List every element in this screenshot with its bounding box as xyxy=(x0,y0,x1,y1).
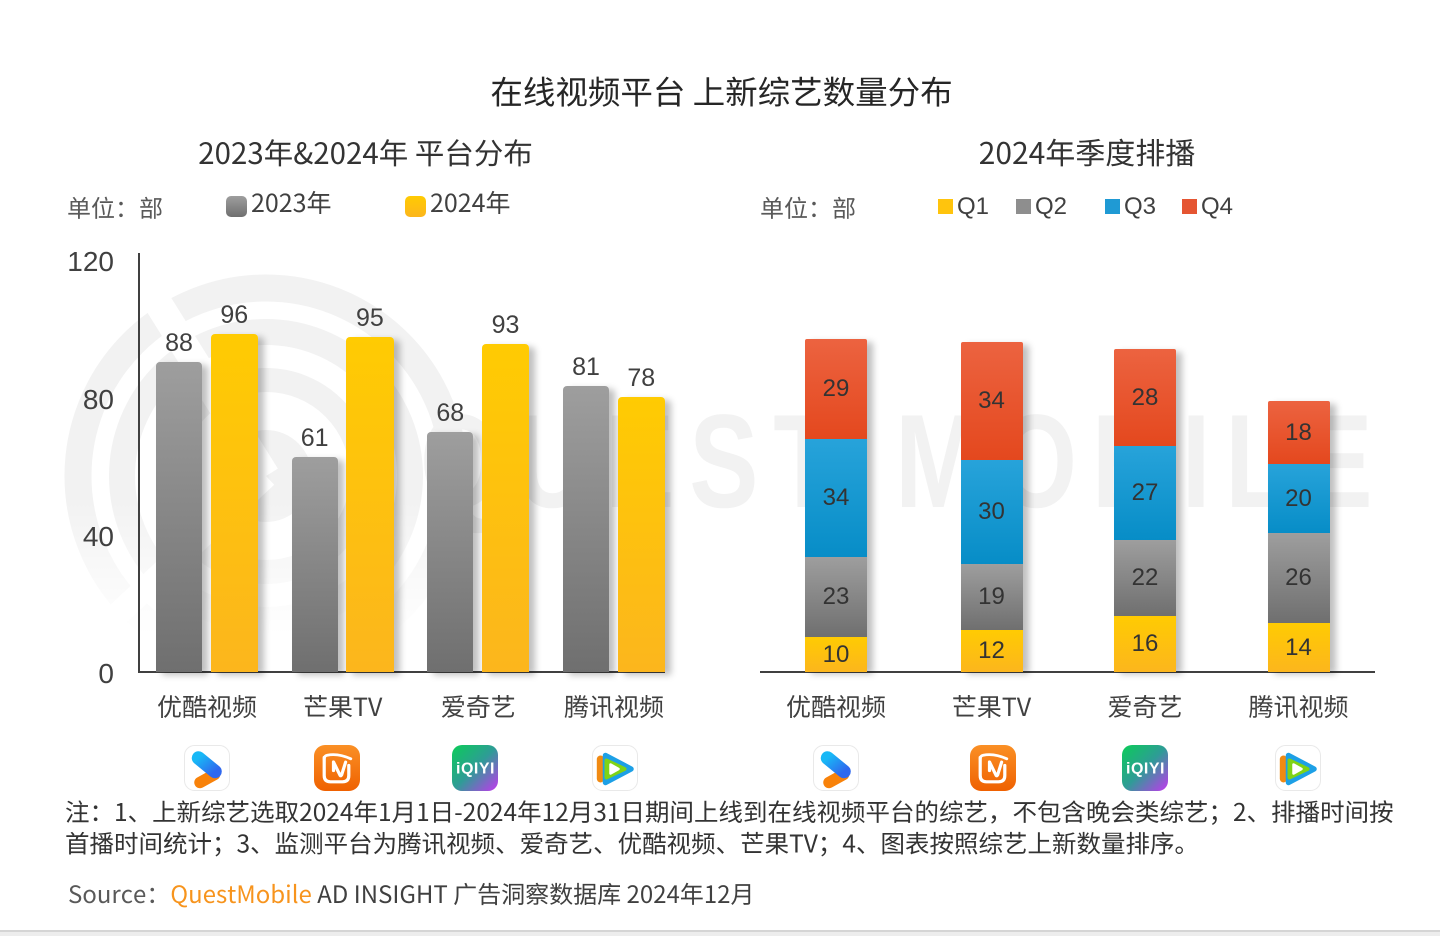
svg-text:iQIYI: iQIYI xyxy=(1126,761,1165,778)
svg-text:iQIYI: iQIYI xyxy=(456,761,495,778)
